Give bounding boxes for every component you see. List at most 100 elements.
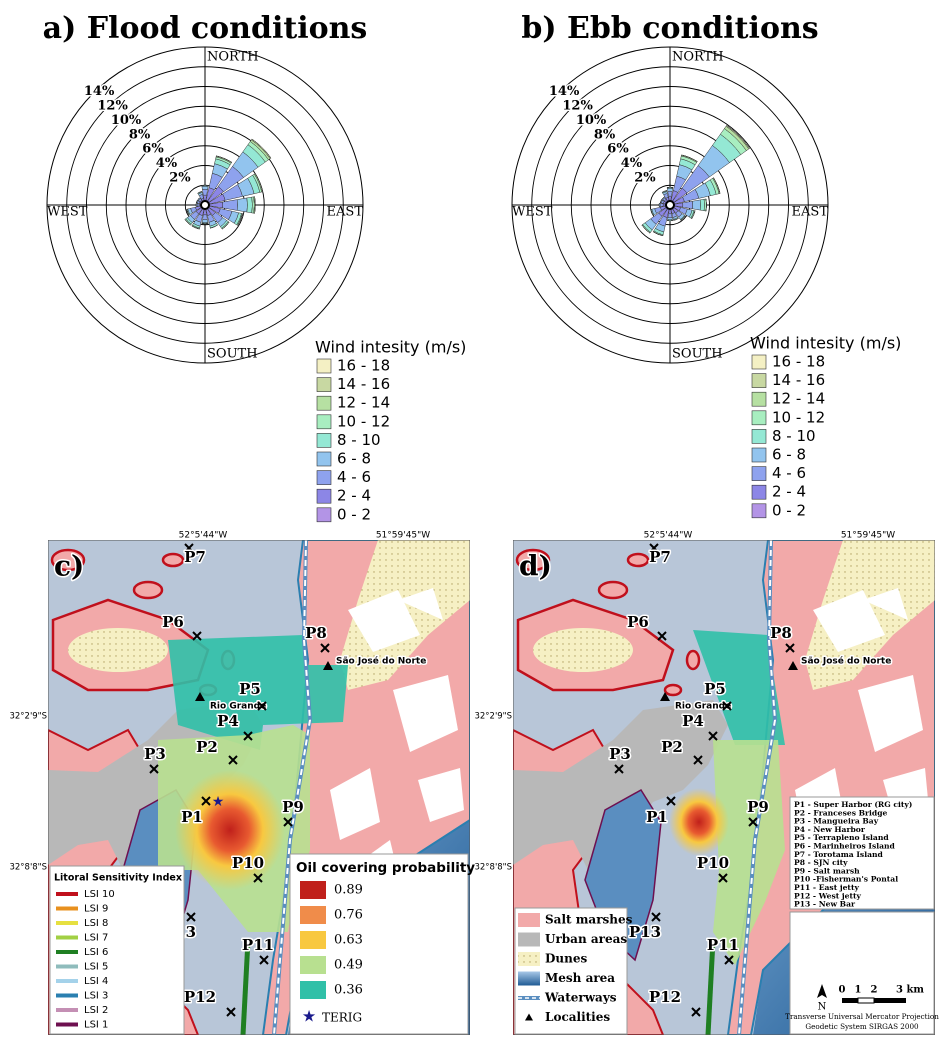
- legend-label: 14 - 16: [772, 371, 825, 389]
- legend-title: Wind intesity (m/s): [315, 338, 466, 357]
- direction-label: NORTH: [672, 50, 724, 65]
- r-tick-label: 2%: [634, 171, 656, 186]
- direction-label: EAST: [792, 205, 829, 220]
- legend-label: Mesh area: [545, 971, 615, 985]
- point-label: P11: [242, 936, 274, 954]
- legend-swatch: [317, 359, 331, 373]
- center-hole: [201, 201, 209, 209]
- point-label: P4: [682, 712, 704, 730]
- lat-label: 32°2'9"S: [474, 712, 512, 722]
- islet: [665, 685, 681, 695]
- scale-label: 2: [871, 985, 878, 996]
- island-dunes: [533, 628, 633, 672]
- legend-label: Waterways: [544, 991, 617, 1005]
- point-label: P10: [232, 854, 264, 872]
- legend-label: 4 - 6: [772, 464, 806, 482]
- legend-label: 6 - 8: [337, 450, 371, 468]
- r-tick-label: 8%: [129, 127, 151, 142]
- lon-label: 51°59'45"W: [841, 531, 895, 541]
- legend-swatch: [752, 392, 766, 406]
- direction-label: SOUTH: [672, 347, 723, 362]
- petal-segment: [667, 188, 673, 191]
- legend-label: LSI 5: [84, 962, 108, 973]
- legend-title: Litoral Sensitivity Index: [54, 873, 182, 884]
- legend-label: LSI 4: [84, 976, 108, 987]
- legend-label: 2 - 4: [337, 487, 371, 505]
- point-label: P5: [704, 680, 726, 698]
- legend-label: LSI 9: [84, 904, 108, 915]
- r-tick-label: 6%: [607, 142, 629, 157]
- projection-label: Geodetic System SIRGAS 2000: [805, 1022, 919, 1031]
- point-label: P7: [184, 548, 206, 566]
- legend-swatch: [518, 913, 540, 927]
- lon-label: 52°5'44"W: [644, 531, 693, 541]
- legend-swatch: [300, 931, 326, 949]
- legend-swatch: [518, 972, 540, 986]
- direction-label: NORTH: [207, 50, 259, 65]
- point-label: P3: [609, 745, 631, 763]
- petal-segment: [202, 186, 208, 189]
- legend-swatch: [752, 504, 766, 518]
- petal-segment: [247, 197, 253, 213]
- r-tick-label: 10%: [111, 113, 142, 128]
- legend-label: 14 - 16: [337, 375, 390, 393]
- scale-label: 0: [839, 985, 846, 996]
- legend-title: Wind intesity (m/s): [750, 334, 901, 353]
- chart-title: b) Ebb conditions: [521, 11, 818, 46]
- legend-swatch: [300, 906, 326, 924]
- legend-label: LSI 1: [84, 1020, 108, 1031]
- legend-label: 0.36: [334, 983, 363, 998]
- legend-marker: ★: [302, 1007, 316, 1026]
- legend-label: 0.89: [334, 883, 363, 898]
- legend-label: 0 - 2: [772, 501, 806, 519]
- legend-swatch: [752, 467, 766, 481]
- islet: [599, 582, 627, 598]
- legend-swatch: [752, 429, 766, 443]
- petal-segment: [683, 201, 693, 209]
- petal-segment: [237, 198, 247, 212]
- center-hole: [666, 201, 674, 209]
- legend-label: 6 - 8: [772, 446, 806, 464]
- islet: [628, 554, 648, 566]
- r-tick-label: 6%: [142, 142, 164, 157]
- legend-label: LSI 3: [84, 991, 108, 1002]
- legend-label: 16 - 18: [772, 353, 825, 371]
- lon-label: 51°59'45"W: [376, 531, 430, 541]
- legend-swatch: [317, 433, 331, 447]
- point-label: P2: [196, 738, 218, 756]
- petal-segment: [692, 200, 700, 210]
- point-label: P4: [217, 712, 239, 730]
- legend-label: Localities: [545, 1010, 610, 1024]
- legend-swatch: [752, 411, 766, 425]
- legend-label: LSI 7: [84, 933, 108, 944]
- legend-label: 2 - 4: [772, 483, 806, 501]
- islet: [134, 582, 162, 598]
- lat-label: 32°8'8"S: [9, 863, 47, 873]
- terig-marker: ★: [212, 794, 225, 810]
- r-tick-label: 2%: [169, 171, 191, 186]
- r-tick-label: 12%: [562, 98, 593, 113]
- legend-swatch: [317, 452, 331, 466]
- legend-label: 16 - 18: [337, 357, 390, 375]
- legend-label: 10 - 12: [337, 412, 390, 430]
- direction-label: EAST: [327, 205, 364, 220]
- scale-label: 3 km: [896, 985, 924, 996]
- point-label: P12: [649, 988, 681, 1006]
- point-label: P8: [305, 624, 327, 642]
- legend-swatch: [317, 378, 331, 392]
- r-tick-label: 4%: [621, 156, 643, 171]
- point-label: P8: [770, 624, 792, 642]
- point-label: P12: [184, 988, 216, 1006]
- islet: [163, 554, 183, 566]
- lat-label: 32°2'9"S: [9, 712, 47, 722]
- point-label: P9: [282, 798, 304, 816]
- petal-segment: [197, 204, 199, 207]
- point-label: P1: [181, 808, 203, 826]
- point-label: P3: [144, 745, 166, 763]
- scale-label: 1: [855, 985, 862, 996]
- legend-label: TERIG: [322, 1011, 362, 1025]
- legend-label: 0.49: [334, 958, 363, 973]
- point-label: P9: [747, 798, 769, 816]
- point-label: P10: [697, 854, 729, 872]
- legend-swatch: [300, 981, 326, 999]
